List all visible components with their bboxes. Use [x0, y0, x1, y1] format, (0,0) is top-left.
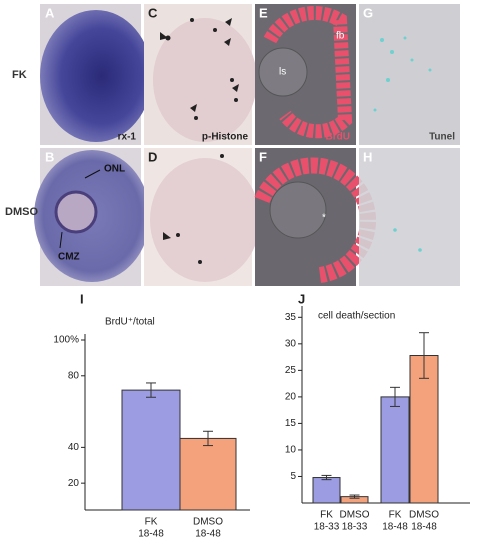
annotation: CMZ: [58, 252, 80, 263]
row-label: DMSO: [5, 206, 38, 218]
y-tick-label: 100%: [53, 335, 79, 346]
stain-label: p-Histone: [202, 132, 249, 143]
annotation: ONL: [104, 164, 125, 175]
tissue: [153, 18, 257, 142]
x-tick-sublabel: 18-48: [411, 522, 437, 533]
lens: [269, 181, 327, 239]
bar: [179, 437, 237, 511]
bar: [121, 389, 181, 511]
panel-letter: J: [298, 291, 305, 306]
stain-label: BrdU: [326, 132, 350, 143]
panel-h-bg: [359, 148, 460, 286]
error-bar: [390, 386, 400, 407]
x-tick-sublabel: 18-48: [382, 522, 408, 533]
annotation: fb: [336, 31, 345, 42]
panel-letter: F: [259, 149, 267, 164]
chart-title: BrdU⁺/total: [105, 317, 155, 328]
y-tick-label: 15: [285, 418, 297, 429]
bar: [312, 477, 341, 504]
panel-letter: D: [148, 149, 157, 164]
x-tick-sublabel: 18-48: [138, 529, 164, 538]
x-tick-label: DMSO: [409, 510, 439, 521]
x-tick-sublabel: 18-33: [342, 522, 368, 533]
panel-letter: C: [148, 5, 158, 20]
y-tick-label: 40: [68, 442, 80, 453]
y-tick-label: 20: [285, 392, 297, 403]
lens: [54, 190, 98, 234]
panel-letter: H: [363, 149, 372, 164]
pointer: [59, 231, 63, 249]
arrowheads: [160, 18, 239, 264]
chart-title: cell death/section: [318, 311, 395, 322]
y-tick-label: 80: [68, 370, 80, 381]
x-tick-label: FK: [389, 510, 402, 521]
bar: [409, 355, 439, 504]
brdu-stain: [263, 6, 353, 139]
lens: [258, 47, 308, 97]
panel-letter: E: [259, 5, 268, 20]
tunel-dot: [418, 248, 422, 252]
error-bar: [349, 494, 360, 499]
y-tick-label: 5: [290, 471, 296, 482]
y-tick-label: 20: [68, 478, 80, 489]
error-bar: [203, 430, 213, 447]
panel-letter: A: [45, 5, 55, 20]
annotation: ls: [279, 67, 286, 78]
error-bar: [321, 474, 332, 481]
y-tick-label: 10: [285, 445, 297, 456]
x-tick-sublabel: 18-33: [314, 522, 340, 533]
error-bar: [146, 382, 156, 398]
tissue: [150, 158, 260, 282]
error-bar: [419, 332, 429, 379]
stain-label: Tunel: [429, 132, 455, 143]
pointer: [84, 169, 101, 179]
bar: [380, 396, 410, 504]
tunel-dot: [393, 228, 397, 232]
x-tick-label: DMSO: [340, 510, 370, 521]
y-tick-label: 25: [285, 365, 297, 376]
x-tick-label: FK: [145, 517, 158, 528]
x-tick-label: DMSO: [193, 517, 223, 528]
panel-letter: G: [363, 5, 373, 20]
eye-stain: [40, 10, 152, 142]
panel-g-bg: [359, 4, 460, 145]
stain-label: rx-1: [118, 132, 137, 143]
y-tick-label: 30: [285, 338, 297, 349]
row-label: FK: [12, 69, 27, 81]
panel-letter: I: [80, 291, 84, 306]
image-panels: [34, 4, 460, 286]
annotation: *: [322, 213, 326, 224]
y-tick-label: 35: [285, 312, 297, 323]
panel-letter: B: [45, 149, 54, 164]
x-tick-label: FK: [320, 510, 333, 521]
x-tick-sublabel: 18-48: [195, 529, 221, 538]
